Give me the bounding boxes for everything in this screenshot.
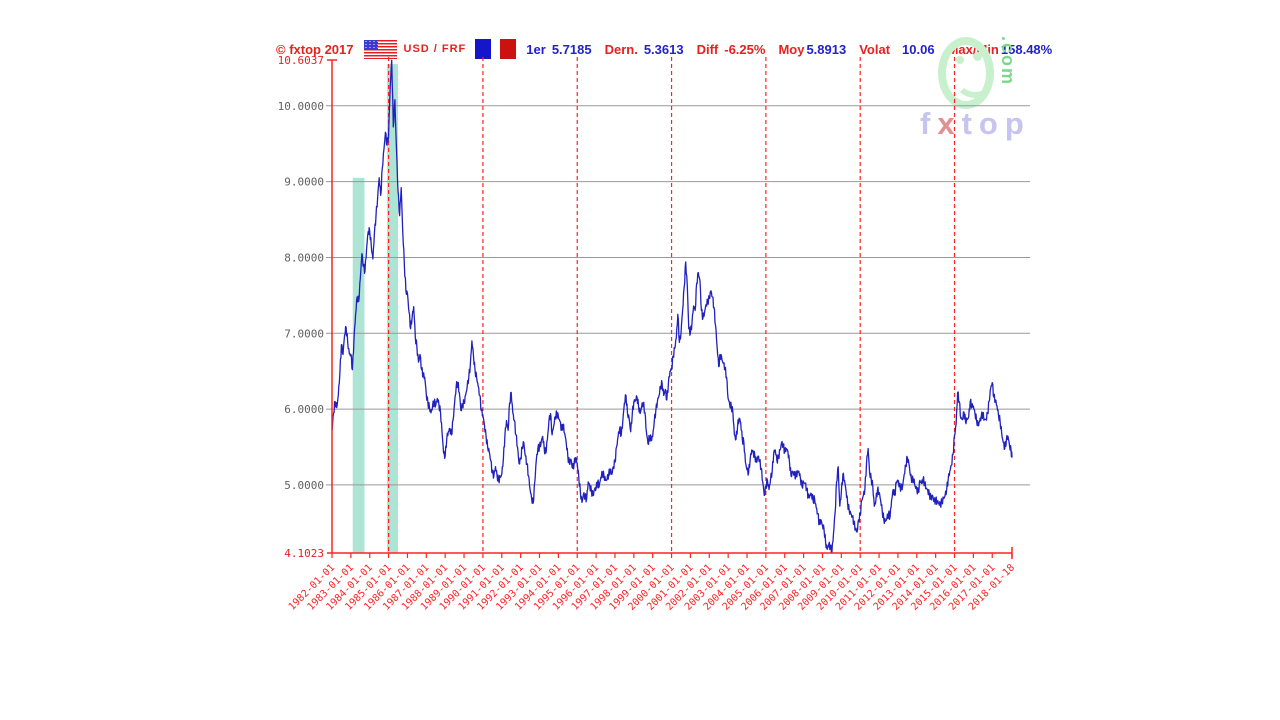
y-minmax-label: 4.1023 (284, 547, 324, 560)
first-value-swatch-icon (475, 39, 492, 59)
smiley-mouth-icon (954, 60, 996, 98)
y-tick-label: 5.0000 (284, 479, 324, 492)
fxtop-watermark: .com fxtop (916, 34, 1036, 146)
stat-average-value: 5.8913 (806, 41, 847, 57)
stat-diff-label: Diff (696, 41, 719, 57)
highlight-band (352, 177, 365, 554)
watermark-brand-x: x (937, 106, 962, 141)
stat-last-label: Dern. (604, 41, 638, 57)
stat-average-label: Moy (778, 41, 805, 57)
stat-diff: Diff -6.25% (697, 42, 766, 57)
stat-last: Dern. 5.3613 (605, 42, 684, 57)
y-tick-label: 10.0000 (278, 100, 324, 113)
chart-header: © fxtop 2017 USD / FRF 1er 5.7185 Dern. … (276, 38, 1065, 60)
stat-volatility: Volat 10.06 (859, 42, 934, 57)
stat-volatility-label: Volat (859, 41, 891, 57)
stat-diff-value: -6.25% (724, 41, 766, 57)
currency-pair-label: USD / FRF (403, 43, 467, 55)
y-minmax-label: 10.6037 (278, 54, 324, 67)
stat-first-label: 1er (526, 41, 546, 57)
y-tick-label: 8.0000 (284, 251, 324, 264)
stat-last-value: 5.3613 (643, 41, 684, 57)
price-line (331, 59, 1013, 554)
y-tick-label: 9.0000 (284, 176, 324, 189)
last-value-swatch-icon (500, 39, 517, 59)
stat-maxmin-value: 158.48% (1000, 41, 1053, 57)
watermark-brand: fxtop (920, 106, 1031, 142)
stat-first: 1er 5.7185 (526, 42, 591, 57)
stat-first-value: 5.7185 (551, 41, 592, 57)
stat-volatility-value: 10.06 (902, 41, 935, 57)
us-flag-icon (363, 39, 397, 59)
smiley-left-eye-icon (956, 56, 964, 64)
copyright-text: © fxtop 2017 (276, 41, 354, 57)
watermark-brand-f: f (920, 106, 938, 141)
highlight-band (387, 64, 399, 554)
stat-average: Moy 5.8913 (778, 42, 846, 57)
us-flag-canton (363, 39, 378, 50)
y-tick-label: 6.0000 (284, 403, 324, 416)
watermark-brand-top: top (961, 106, 1031, 141)
smiley-right-eye-icon (973, 52, 982, 61)
y-tick-label: 7.0000 (284, 327, 324, 340)
